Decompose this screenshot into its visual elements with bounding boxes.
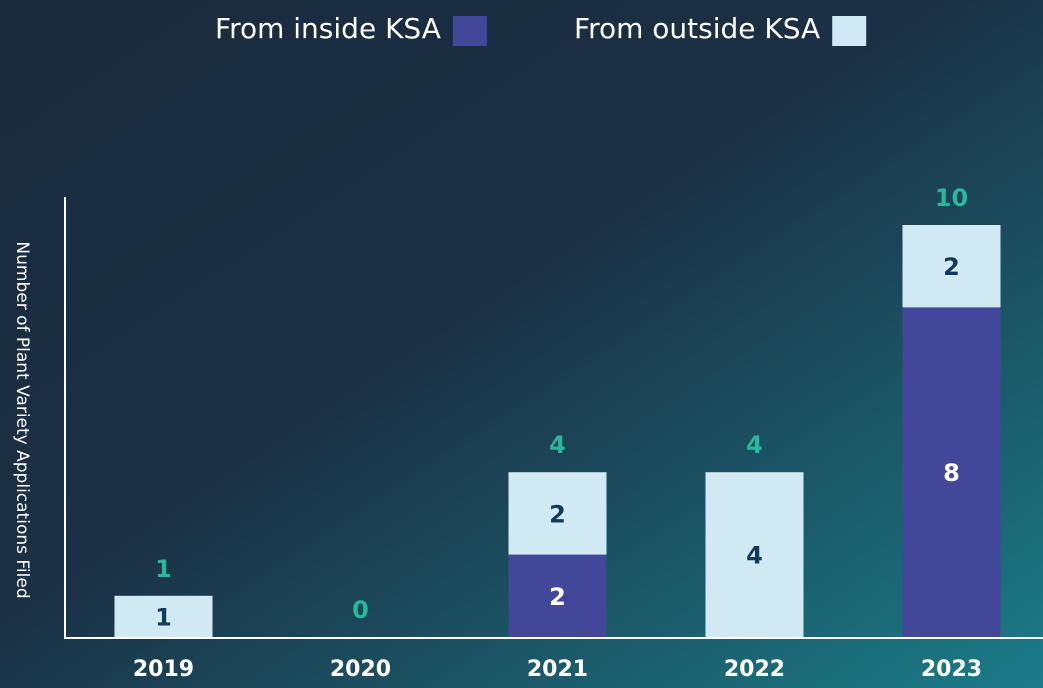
y-axis-label: Number of Plant Variety Applications Fil… — [12, 241, 32, 598]
segment-label: 2 — [943, 253, 960, 281]
bar-segment — [508, 554, 607, 637]
x-tick-label: 2023 — [921, 657, 982, 682]
legend-label: From outside KSA — [574, 12, 820, 45]
segment-label: 1 — [155, 603, 172, 631]
bar-segment — [114, 595, 213, 637]
total-label: 0 — [352, 596, 369, 624]
legend-label: From inside KSA — [215, 12, 441, 45]
x-tick-label: 2022 — [724, 657, 785, 682]
total-label: 1 — [155, 555, 172, 583]
segment-label: 8 — [943, 459, 960, 487]
bar-segment — [902, 225, 1001, 308]
total-label: 4 — [549, 431, 566, 459]
legend-swatch — [452, 16, 487, 46]
x-tick-label: 2021 — [527, 657, 588, 682]
legend-swatch — [832, 16, 867, 46]
x-tick-label: 2020 — [330, 657, 391, 682]
segment-label: 2 — [549, 500, 566, 528]
bar-segment — [508, 472, 607, 555]
segment-label: 4 — [746, 542, 763, 570]
total-label: 10 — [935, 184, 968, 212]
total-label: 4 — [746, 431, 763, 459]
segment-label: 2 — [549, 583, 566, 611]
bar-segment — [705, 472, 804, 637]
bar-segment — [902, 307, 1001, 637]
x-tick-label: 2019 — [133, 657, 194, 682]
